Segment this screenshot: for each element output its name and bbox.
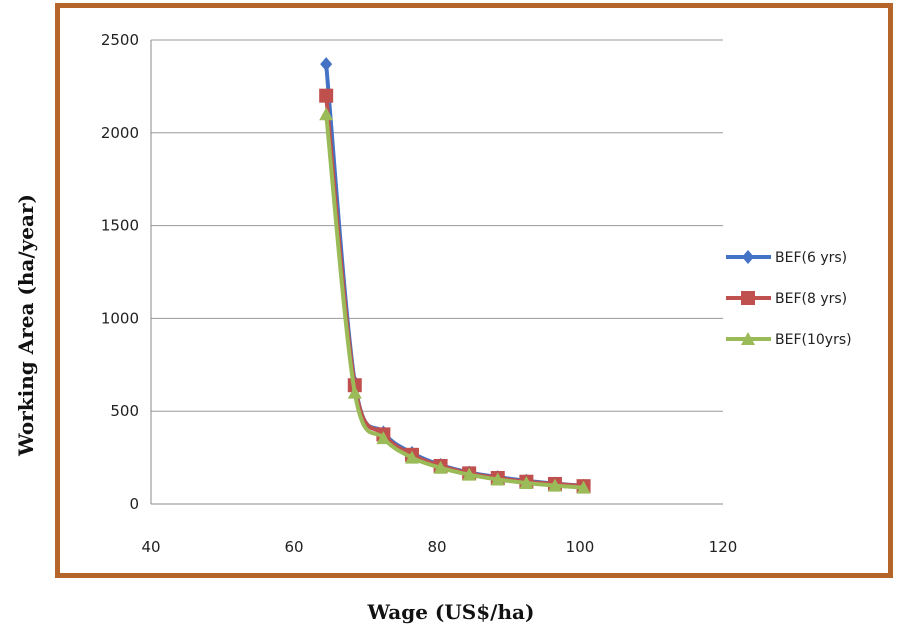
data-point bbox=[741, 332, 755, 345]
data-point bbox=[433, 460, 448, 474]
y-tick-label: 2000 bbox=[101, 124, 139, 142]
data-point bbox=[404, 450, 419, 464]
data-point bbox=[462, 467, 477, 481]
x-tick-label: 80 bbox=[427, 538, 446, 556]
data-point bbox=[741, 291, 755, 305]
x-axis-label: Wage (US$/ha) bbox=[367, 600, 535, 624]
legend-label: BEF(10yrs) bbox=[775, 332, 852, 348]
y-axis-label: Working Area (ha/year) bbox=[14, 194, 38, 456]
data-point bbox=[320, 57, 333, 72]
data-point bbox=[490, 472, 505, 486]
y-tick-label: 1500 bbox=[101, 217, 139, 235]
y-tick-label: 1000 bbox=[101, 309, 139, 327]
data-point bbox=[742, 250, 754, 264]
data-point bbox=[319, 88, 334, 103]
data-point bbox=[376, 431, 391, 445]
chart-frame: 0 500 1000 1500 2000 2500 40 60 80 100 120 BEF(6 yr… bbox=[55, 3, 893, 578]
x-tick-label: 100 bbox=[566, 538, 595, 556]
x-tick-label: 120 bbox=[709, 538, 738, 556]
y-tick-label: 0 bbox=[129, 495, 139, 513]
legend-label: BEF(8 yrs) bbox=[775, 291, 847, 307]
data-point bbox=[319, 107, 334, 121]
x-tick-label: 60 bbox=[284, 538, 303, 556]
x-tick-label: 40 bbox=[141, 538, 160, 556]
y-tick-label: 500 bbox=[110, 402, 139, 420]
series-line bbox=[324, 114, 584, 490]
data-point bbox=[547, 478, 562, 492]
data-point bbox=[576, 480, 591, 494]
data-point bbox=[347, 385, 362, 399]
data-point bbox=[519, 476, 534, 490]
legend-label: BEF(6 yrs) bbox=[775, 250, 847, 266]
chart-plot: 0 500 1000 1500 2000 2500 40 60 80 100 120 BEF(6 yr… bbox=[101, 31, 852, 556]
y-tick-label: 2500 bbox=[101, 31, 139, 49]
